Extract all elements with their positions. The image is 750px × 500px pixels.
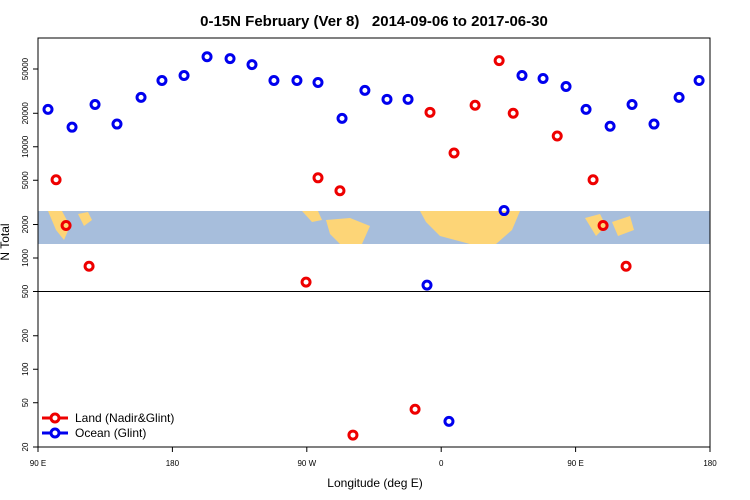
legend-marker bbox=[49, 427, 61, 439]
point bbox=[135, 91, 147, 103]
point bbox=[537, 72, 549, 84]
point bbox=[551, 130, 563, 142]
point bbox=[620, 260, 632, 272]
point bbox=[587, 174, 599, 186]
point bbox=[448, 147, 460, 159]
point bbox=[312, 172, 324, 184]
y-tick-label: 500 bbox=[21, 284, 30, 298]
point bbox=[60, 219, 72, 231]
point bbox=[347, 429, 359, 441]
point bbox=[507, 107, 519, 119]
point bbox=[409, 403, 421, 415]
point bbox=[300, 276, 312, 288]
plot-frame bbox=[37, 37, 711, 448]
point bbox=[580, 103, 592, 115]
point bbox=[421, 279, 433, 291]
y-tick-label: 10000 bbox=[21, 135, 30, 158]
y-tick-label: 100 bbox=[21, 362, 30, 376]
point bbox=[268, 75, 280, 87]
legend-label: Land (Nadir&Glint) bbox=[75, 411, 174, 425]
point bbox=[178, 70, 190, 82]
point bbox=[334, 185, 346, 197]
y-axis-label: N Total bbox=[0, 223, 12, 260]
x-tick-label: 180 bbox=[703, 459, 717, 468]
point bbox=[111, 118, 123, 130]
point bbox=[560, 81, 572, 93]
point bbox=[50, 174, 62, 186]
y-tick-label: 50 bbox=[21, 398, 30, 407]
x-tick-label: 0 bbox=[439, 459, 444, 468]
y-tick-label: 1000 bbox=[21, 249, 30, 267]
point bbox=[42, 103, 54, 115]
point bbox=[648, 118, 660, 130]
point bbox=[156, 75, 168, 87]
point bbox=[83, 260, 95, 272]
point bbox=[693, 75, 705, 87]
y-tick-label: 2000 bbox=[21, 215, 30, 233]
point bbox=[493, 55, 505, 67]
point bbox=[246, 59, 258, 71]
point bbox=[291, 75, 303, 87]
legend-marker bbox=[49, 412, 61, 424]
point bbox=[597, 219, 609, 231]
x-tick-label: 90 E bbox=[567, 459, 583, 468]
x-axis-label: Longitude (deg E) bbox=[327, 476, 422, 490]
point bbox=[498, 205, 510, 217]
point bbox=[469, 99, 481, 111]
chart-title: 0-15N February (Ver 8) 2014-09-06 to 201… bbox=[200, 13, 548, 30]
y-tick-label: 20 bbox=[21, 442, 30, 451]
point bbox=[336, 112, 348, 124]
point bbox=[312, 77, 324, 89]
legend-label: Ocean (Glint) bbox=[75, 426, 146, 440]
x-tick-label: 90 E bbox=[30, 459, 46, 468]
point bbox=[66, 121, 78, 133]
point bbox=[626, 98, 638, 110]
point bbox=[201, 51, 213, 63]
point bbox=[224, 53, 236, 65]
x-tick-label: 180 bbox=[166, 459, 180, 468]
point bbox=[516, 70, 528, 82]
point bbox=[381, 93, 393, 105]
point bbox=[673, 91, 685, 103]
point bbox=[402, 93, 414, 105]
point bbox=[604, 120, 616, 132]
map-strip bbox=[38, 211, 710, 244]
y-tick-label: 5000 bbox=[21, 171, 30, 189]
y-tick-label: 20000 bbox=[21, 102, 30, 125]
point bbox=[89, 98, 101, 110]
y-tick-label: 200 bbox=[21, 329, 30, 343]
point bbox=[424, 106, 436, 118]
point bbox=[359, 84, 371, 96]
y-tick-label: 50000 bbox=[21, 57, 30, 80]
point bbox=[443, 415, 455, 427]
x-tick-label: 90 W bbox=[297, 459, 316, 468]
